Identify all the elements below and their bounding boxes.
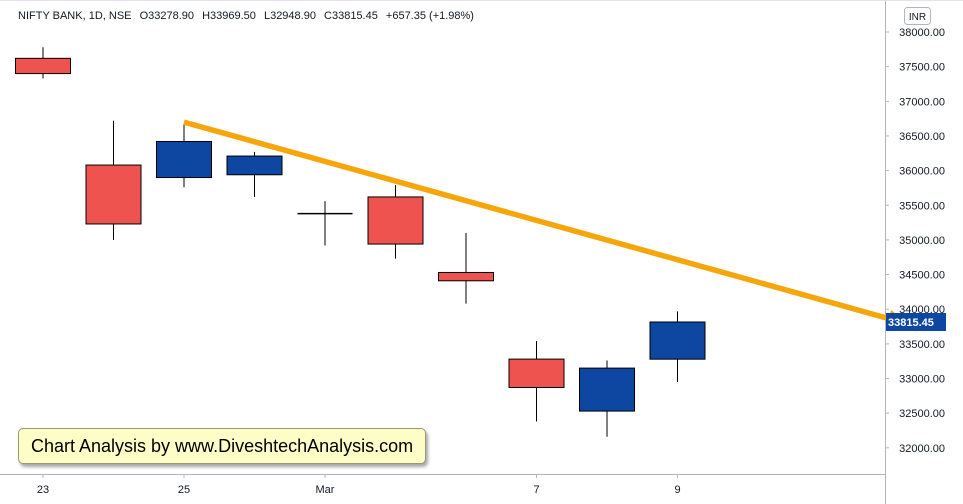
currency-label: INR [909, 12, 926, 23]
candle [508, 341, 565, 422]
price-tag-box [886, 312, 946, 331]
candle-body [85, 164, 142, 225]
y-tick-label: 32000.00 [899, 443, 945, 455]
candle-body [649, 321, 706, 360]
x-tick-label: 7 [533, 484, 539, 496]
time-axis: 23 25 Mar 7 9 [37, 474, 681, 496]
y-tick-label: 36000.00 [899, 166, 945, 178]
x-tick-label: 23 [37, 484, 49, 496]
y-tick-label: 34500.00 [899, 270, 945, 282]
change-value: +657.35 (+1.98%) [386, 10, 474, 22]
price-axis: 38000.00 37500.00 37000.00 36500.00 36000.00… [885, 27, 945, 455]
candle-body [15, 57, 71, 75]
candle [85, 120, 142, 240]
watermark-banner: Chart Analysis by www.DiveshtechAnalysis… [18, 428, 427, 464]
symbol-info: NIFTY BANK, 1D, NSE [18, 10, 132, 22]
candle-body [508, 358, 565, 389]
candle [438, 232, 494, 304]
open-value: O33278.90 [140, 10, 194, 22]
candle [579, 360, 635, 437]
candle [367, 185, 424, 259]
current-price-label: 33815.45 [888, 317, 934, 329]
candle [15, 47, 71, 79]
y-tick-label: 35500.00 [899, 200, 945, 212]
y-tick-label: 37000.00 [899, 96, 945, 108]
trendline-layer [183, 119, 908, 328]
candle-body [438, 271, 494, 282]
high-value: H33969.50 [202, 10, 256, 22]
candle [156, 123, 212, 188]
candle [649, 311, 706, 383]
y-tick-label: 32500.00 [899, 408, 945, 420]
candle-body [367, 196, 424, 245]
x-tick-label: 9 [674, 484, 680, 496]
y-tick-label: 37500.00 [899, 62, 945, 74]
trendline [183, 119, 890, 322]
candle-body [579, 367, 635, 412]
candles-layer [15, 47, 706, 437]
x-tick-label: Mar [316, 484, 335, 496]
close-value: C33815.45 [324, 10, 378, 22]
y-tick-label: 35000.00 [899, 235, 945, 247]
y-tick-label: 36500.00 [899, 131, 945, 143]
header-legend: NIFTY BANK, 1D, NSE O33278.90 H33969.50 … [18, 10, 474, 22]
x-tick-label: 25 [178, 484, 190, 496]
low-value: L32948.90 [264, 10, 316, 22]
currency-button[interactable]: INR [904, 7, 931, 25]
candle-body [226, 155, 283, 176]
candle [297, 201, 353, 246]
candle-body [156, 140, 212, 179]
current-price-tag: 33815.45 [886, 312, 946, 331]
y-tick-label: 33500.00 [899, 339, 945, 351]
candle [226, 151, 283, 197]
y-tick-label: 38000.00 [899, 27, 945, 39]
currency-badge-box [904, 7, 931, 25]
y-tick-label: 33000.00 [899, 374, 945, 386]
